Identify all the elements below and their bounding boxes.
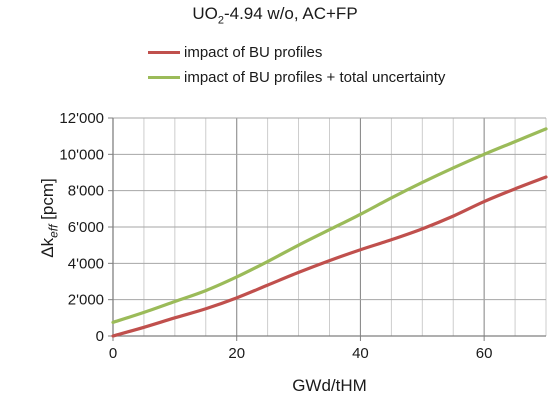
y-tick-label: 10'000 [59,146,104,163]
tick-labels: 0 2'000 4'000 6'000 8'000 10'000 12'000 0 20 40 60 [59,110,492,362]
legend-swatch-red [148,51,180,54]
legend-label: impact of BU profiles [184,44,323,61]
legend-item-bu-profiles-total-uncertainty: impact of BU profiles + total uncertaint… [148,65,445,90]
x-tick-label: 20 [228,345,245,362]
legend: impact of BU profiles impact of BU profi… [148,40,445,90]
y-tick-label: 4'000 [68,255,104,272]
series-line-bu-profiles [111,175,548,338]
y-tick-label: 0 [96,328,104,345]
legend-label: impact of BU profiles + total uncertaint… [184,69,446,86]
y-tick-label: 2'000 [68,292,104,309]
x-tick-label: 60 [476,345,493,362]
x-tick-label: 40 [352,345,369,362]
chart-title: UO2-4.94 w/o, AC+FP [192,4,358,27]
series-lines [111,127,548,338]
legend-item-bu-profiles: impact of BU profiles [148,40,445,65]
x-axis-label: GWd/tHM [292,376,367,395]
legend-swatch-green [148,76,180,79]
y-tick-label: 12'000 [59,110,104,127]
x-tick-label: 0 [109,345,117,362]
y-tick-label: 8'000 [68,183,104,200]
y-axis-label: Δkeff [pcm] [38,178,61,258]
grid [108,117,547,341]
series-line-bu-profiles-total-uncertainty [111,127,548,324]
y-tick-label: 6'000 [68,219,104,236]
